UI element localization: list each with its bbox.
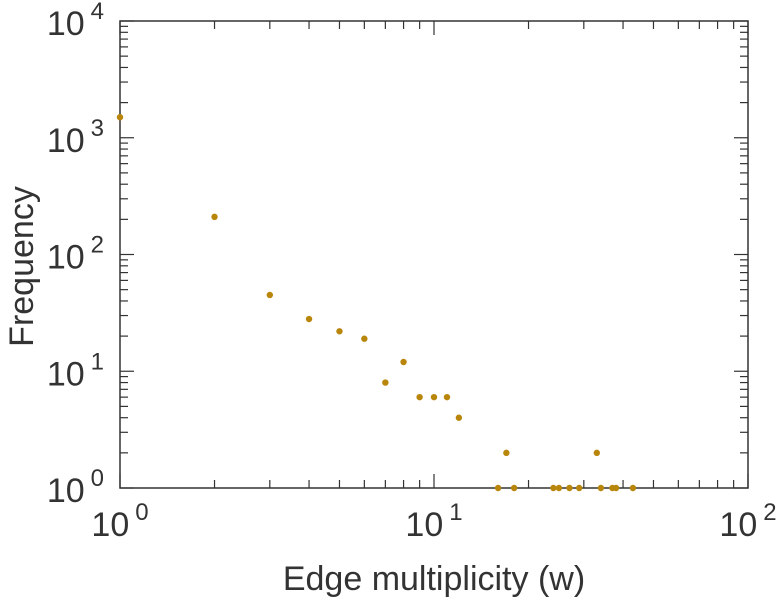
y-tick-label: 10 1 — [47, 348, 104, 393]
data-point — [503, 449, 510, 457]
y-tick-label: 10 0 — [47, 465, 104, 510]
plot-frame — [119, 20, 749, 489]
data-point — [510, 484, 518, 492]
data-point — [211, 213, 218, 221]
x-axis-label: Edge multiplicity (w) — [283, 560, 585, 598]
data-point — [116, 113, 124, 121]
y-tick-label: 10 2 — [47, 232, 104, 277]
data-point — [305, 315, 313, 323]
data-point — [555, 484, 563, 492]
data-point — [550, 484, 557, 492]
data-point — [597, 484, 605, 492]
axis-ticks — [119, 20, 749, 489]
data-point — [430, 393, 438, 401]
data-point — [629, 484, 637, 492]
data-point — [566, 484, 573, 492]
data-point — [443, 393, 451, 401]
data-point — [382, 379, 389, 386]
x-tick-label: 10 2 — [719, 499, 776, 544]
tick-labels: 10 0 10 1 10 2 10 0 10 1 10 2 10 3 10 4 — [47, 0, 777, 544]
data-point — [400, 358, 407, 366]
data-point — [455, 414, 463, 421]
data-points — [116, 113, 637, 492]
y-tick-label: 10 4 — [47, 0, 104, 43]
data-point — [416, 393, 423, 401]
data-point — [612, 484, 620, 492]
data-point — [266, 291, 274, 299]
y-axis-label: Frequency — [3, 186, 41, 347]
x-tick-label: 10 1 — [405, 499, 462, 544]
data-point — [593, 449, 601, 457]
data-point — [361, 335, 368, 342]
data-point — [575, 484, 583, 492]
data-point — [494, 484, 502, 492]
data-point — [336, 328, 343, 335]
x-tick-label: 10 0 — [91, 499, 148, 544]
y-tick-label: 10 3 — [47, 115, 104, 160]
